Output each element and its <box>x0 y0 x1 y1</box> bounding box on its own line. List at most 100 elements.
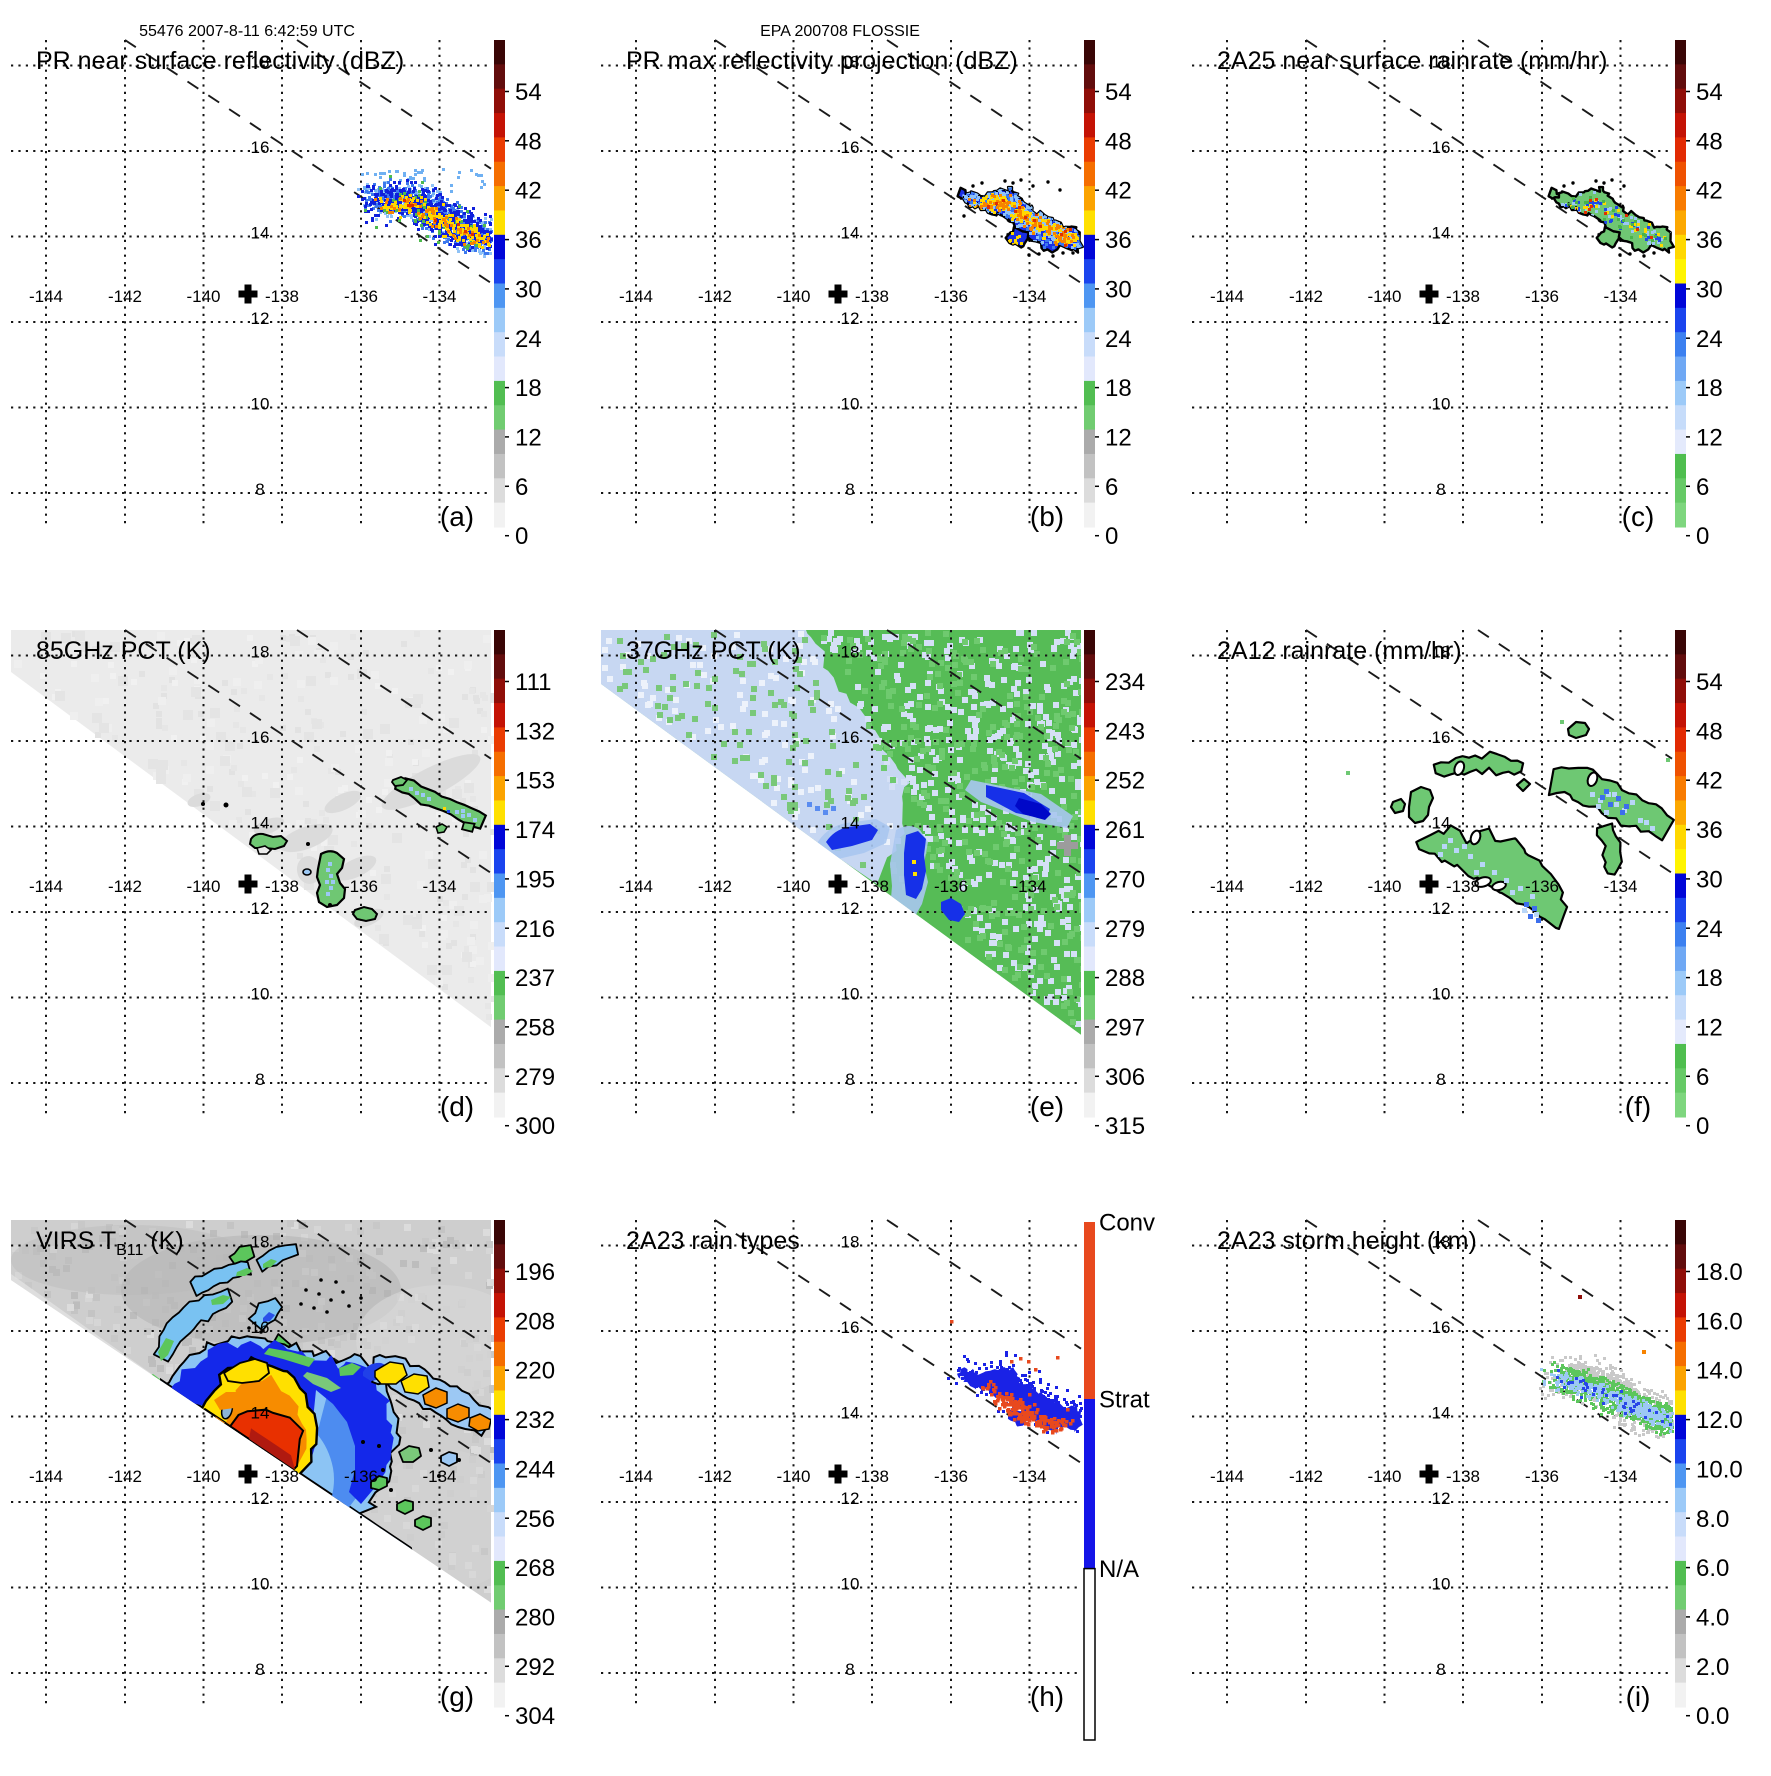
svg-text:0: 0 <box>515 523 528 550</box>
svg-text:54: 54 <box>1696 669 1723 696</box>
svg-text:(b): (b) <box>1030 501 1064 532</box>
svg-text:6: 6 <box>1696 1064 1709 1091</box>
svg-text:-142: -142 <box>108 877 142 896</box>
svg-text:216: 216 <box>515 916 555 943</box>
svg-text:8.0: 8.0 <box>1696 1506 1729 1533</box>
svg-text:(c): (c) <box>1622 501 1655 532</box>
svg-text:2A12 rainrate (mm/hr): 2A12 rainrate (mm/hr) <box>1217 637 1462 665</box>
svg-text:18: 18 <box>251 1233 270 1252</box>
svg-text:18: 18 <box>1432 53 1451 72</box>
svg-text:288: 288 <box>1105 965 1145 992</box>
svg-text:10: 10 <box>841 985 860 1004</box>
svg-text:10: 10 <box>841 395 860 414</box>
svg-text:-138: -138 <box>265 1467 299 1486</box>
svg-text:12: 12 <box>1432 309 1451 328</box>
svg-text:-144: -144 <box>619 287 653 306</box>
svg-text:-144: -144 <box>1210 287 1244 306</box>
svg-text:12: 12 <box>1105 424 1132 451</box>
svg-text:14.0: 14.0 <box>1696 1358 1743 1385</box>
svg-text:-142: -142 <box>698 1467 732 1486</box>
svg-text:280: 280 <box>515 1604 555 1631</box>
svg-text:10: 10 <box>1432 395 1451 414</box>
svg-text:2A23 rain types: 2A23 rain types <box>626 1227 800 1255</box>
svg-text:(a): (a) <box>440 501 474 532</box>
svg-text:(g): (g) <box>440 1681 474 1712</box>
svg-text:18: 18 <box>1696 965 1723 992</box>
svg-text:-134: -134 <box>422 1467 456 1486</box>
svg-text:12: 12 <box>251 1489 270 1508</box>
svg-text:10.0: 10.0 <box>1696 1456 1743 1483</box>
svg-text:196: 196 <box>515 1259 555 1286</box>
svg-text:24: 24 <box>1696 916 1723 943</box>
svg-text:252: 252 <box>1105 768 1145 795</box>
svg-text:2A25 near surface rainrate (mm: 2A25 near surface rainrate (mm/hr) <box>1217 47 1607 75</box>
svg-text:(d): (d) <box>440 1091 474 1122</box>
svg-text:30: 30 <box>1696 276 1723 303</box>
svg-text:10: 10 <box>251 985 270 1004</box>
svg-text:-140: -140 <box>1367 877 1401 896</box>
svg-text:-136: -136 <box>1525 287 1559 306</box>
svg-text:(h): (h) <box>1030 1681 1064 1712</box>
svg-text:18: 18 <box>841 643 860 662</box>
svg-text:48: 48 <box>1105 128 1132 155</box>
svg-text:16: 16 <box>251 1318 270 1337</box>
svg-text:300: 300 <box>515 1113 555 1140</box>
svg-text:-138: -138 <box>265 287 299 306</box>
svg-text:Strat: Strat <box>1099 1387 1150 1414</box>
svg-text:8: 8 <box>255 1070 264 1089</box>
svg-text:-136: -136 <box>934 1467 968 1486</box>
svg-text:-138: -138 <box>265 877 299 896</box>
svg-text:(f): (f) <box>1625 1091 1651 1122</box>
svg-text:36: 36 <box>1696 817 1723 844</box>
svg-text:16: 16 <box>1432 1318 1451 1337</box>
svg-text:-144: -144 <box>1210 1467 1244 1486</box>
svg-text:-134: -134 <box>422 287 456 306</box>
svg-text:PR near surface reflectivity (: PR near surface reflectivity (dBZ) <box>36 47 404 75</box>
svg-text:14: 14 <box>1432 814 1451 833</box>
svg-text:18: 18 <box>841 1233 860 1252</box>
svg-text:8: 8 <box>255 480 264 499</box>
svg-text:18: 18 <box>1432 643 1451 662</box>
svg-text:12: 12 <box>841 899 860 918</box>
svg-text:-136: -136 <box>1525 877 1559 896</box>
svg-text:16: 16 <box>841 1318 860 1337</box>
svg-text:-144: -144 <box>619 1467 653 1486</box>
svg-text:279: 279 <box>1105 916 1145 943</box>
svg-text:4.0: 4.0 <box>1696 1604 1729 1631</box>
svg-text:-138: -138 <box>1446 1467 1480 1486</box>
svg-text:0: 0 <box>1696 523 1709 550</box>
svg-text:-140: -140 <box>1367 287 1401 306</box>
svg-text:18: 18 <box>1105 375 1132 402</box>
svg-text:16: 16 <box>1432 138 1451 157</box>
svg-text:55476 2007-8-11 6:42:59 UTC: 55476 2007-8-11 6:42:59 UTC <box>139 23 355 40</box>
svg-text:16: 16 <box>251 728 270 747</box>
svg-text:42: 42 <box>1105 178 1132 205</box>
svg-text:42: 42 <box>515 178 542 205</box>
svg-text:12: 12 <box>1432 899 1451 918</box>
svg-text:-144: -144 <box>29 877 63 896</box>
svg-text:0: 0 <box>1696 1113 1709 1140</box>
svg-text:36: 36 <box>1105 227 1132 254</box>
svg-text:-134: -134 <box>1012 877 1046 896</box>
svg-text:30: 30 <box>515 276 542 303</box>
svg-text:220: 220 <box>515 1358 555 1385</box>
svg-text:258: 258 <box>515 1014 555 1041</box>
svg-text:-142: -142 <box>1289 1467 1323 1486</box>
svg-text:18: 18 <box>251 643 270 662</box>
svg-text:N/A: N/A <box>1099 1556 1139 1583</box>
svg-text:24: 24 <box>515 326 542 353</box>
svg-text:8: 8 <box>1436 480 1445 499</box>
svg-text:16: 16 <box>1432 728 1451 747</box>
svg-text:132: 132 <box>515 718 555 745</box>
svg-text:42: 42 <box>1696 178 1723 205</box>
svg-text:-144: -144 <box>29 1467 63 1486</box>
svg-text:42: 42 <box>1696 768 1723 795</box>
svg-text:EPA 200708 FLOSSIE: EPA 200708 FLOSSIE <box>760 23 920 40</box>
svg-text:-136: -136 <box>934 877 968 896</box>
svg-text:-140: -140 <box>776 287 810 306</box>
svg-text:279: 279 <box>515 1064 555 1091</box>
svg-text:16: 16 <box>841 728 860 747</box>
svg-text:-140: -140 <box>776 1467 810 1486</box>
svg-text:18: 18 <box>515 375 542 402</box>
svg-text:-134: -134 <box>1603 1467 1637 1486</box>
